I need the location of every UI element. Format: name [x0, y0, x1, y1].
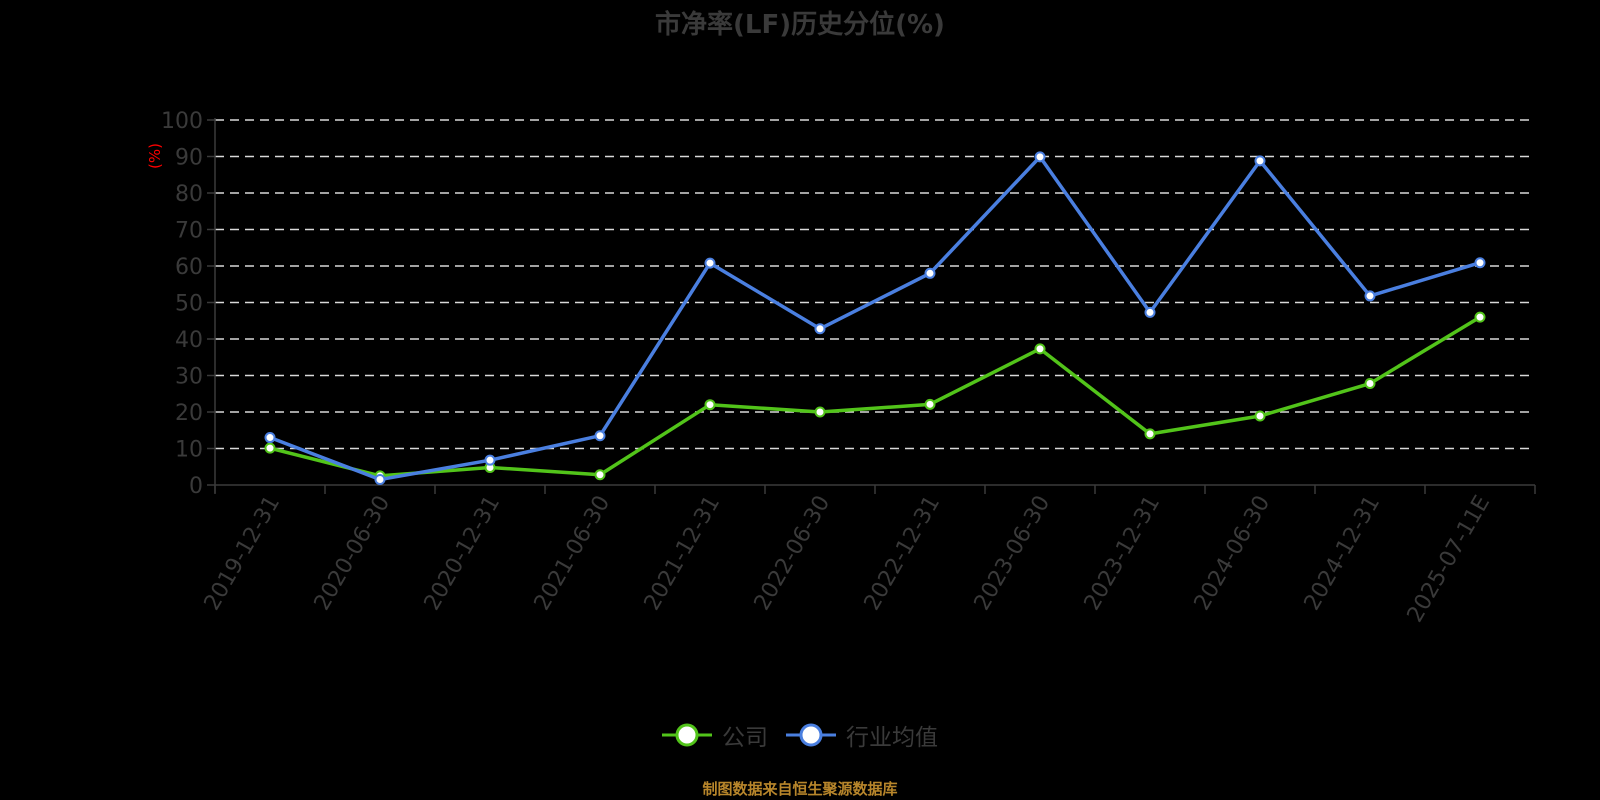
x-tick-label: 2024-12-31	[1300, 492, 1386, 615]
data-point[interactable]	[924, 267, 936, 279]
x-tick-label: 2023-12-31	[1080, 492, 1166, 615]
data-point[interactable]	[1144, 306, 1156, 318]
y-tick-label: 70	[175, 219, 203, 244]
series-line-industry	[269, 155, 1481, 482]
data-point[interactable]	[1474, 311, 1486, 323]
data-point[interactable]	[704, 399, 716, 411]
data-point[interactable]	[1254, 410, 1266, 422]
data-point[interactable]	[594, 430, 606, 442]
x-tick-label: 2024-06-30	[1190, 492, 1276, 615]
y-tick-label: 60	[175, 255, 203, 280]
x-tick-label: 2021-06-30	[530, 492, 616, 615]
data-point[interactable]	[1144, 428, 1156, 440]
data-point[interactable]	[924, 398, 936, 410]
data-point[interactable]	[484, 454, 496, 466]
x-tick-label: 2019-12-31	[200, 492, 286, 615]
data-source-note: 制图数据来自恒生聚源数据库	[702, 780, 898, 798]
series-line-company	[269, 315, 1481, 478]
legend-item-company[interactable]: 公司	[662, 718, 768, 752]
data-point[interactable]	[1034, 151, 1046, 163]
chart-title: 市净率(LF)历史分位(%)	[655, 10, 945, 40]
data-point[interactable]	[264, 442, 276, 454]
data-point[interactable]	[1034, 343, 1046, 355]
y-tick-label: 50	[175, 292, 203, 317]
x-axis: 2019-12-31 2020-06-30 2020-12-31 2021-06-30…	[200, 484, 1536, 627]
data-point[interactable]	[264, 432, 276, 444]
data-point[interactable]	[374, 474, 386, 486]
y-tick-label: 10	[175, 438, 203, 463]
y-tick-label: 80	[175, 182, 203, 207]
data-point[interactable]	[1474, 257, 1486, 269]
y-tick-label: 100	[161, 109, 203, 134]
y-tick-label: 30	[175, 365, 203, 390]
y-axis: 0 10 20 30 40 50 60 70 80 90 100	[161, 109, 216, 499]
legend-label-industry: 行业均值	[846, 725, 938, 751]
x-tick-label: 2020-06-30	[310, 492, 396, 615]
data-point[interactable]	[704, 257, 716, 269]
x-tick-label: 2021-12-31	[640, 492, 726, 615]
y-tick-label: 20	[175, 401, 203, 426]
legend-industry-marker-icon	[786, 723, 836, 747]
data-point[interactable]	[1364, 378, 1376, 390]
legend-company-marker-icon	[662, 723, 712, 747]
x-tick-label: 2023-06-30	[970, 492, 1056, 615]
x-tick-label: 2022-06-30	[750, 492, 836, 615]
data-point[interactable]	[1254, 155, 1266, 167]
legend-label-company: 公司	[722, 725, 768, 751]
data-point[interactable]	[814, 406, 826, 418]
x-tick-label: 2020-12-31	[420, 492, 506, 615]
data-point[interactable]	[1364, 290, 1376, 302]
legend-item-industry[interactable]: 行业均值	[786, 718, 938, 752]
chart-legend: 公司 行业均值	[0, 718, 1600, 752]
data-point[interactable]	[814, 323, 826, 335]
y-tick-label: 90	[175, 146, 203, 171]
x-tick-label: 2022-12-31	[860, 492, 946, 615]
grid-lines	[215, 119, 1535, 450]
data-point[interactable]	[594, 469, 606, 481]
y-tick-label: 0	[189, 474, 203, 499]
y-axis-unit-label: (%)	[146, 143, 164, 169]
x-tick-label: 2025-07-11E	[1403, 492, 1496, 627]
series-lines	[264, 151, 1486, 486]
y-tick-label: 40	[175, 328, 203, 353]
